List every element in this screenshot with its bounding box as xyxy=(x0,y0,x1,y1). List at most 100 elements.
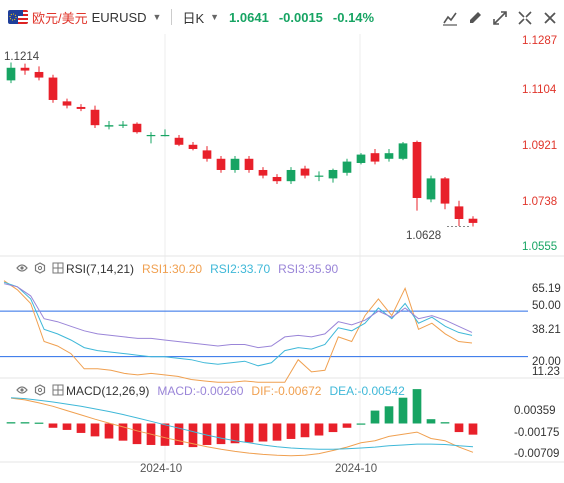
macd-bar xyxy=(398,397,408,424)
macd-tick: -0.00709 xyxy=(514,448,560,460)
candle-body xyxy=(62,101,72,106)
candle-body xyxy=(244,158,254,170)
candle-body xyxy=(300,168,310,176)
candle-body xyxy=(90,109,100,126)
dea-value: DEA:-0.00542 xyxy=(329,384,405,398)
symbol-dropdown-icon[interactable]: ▼ xyxy=(152,12,162,22)
rsi-line-1 xyxy=(3,280,473,383)
candle-body xyxy=(412,141,422,198)
candle-body xyxy=(6,67,16,81)
rsi1-value: RSI1:30.20 xyxy=(142,262,203,276)
price-change: -0.0015 xyxy=(278,9,323,25)
macd-bar xyxy=(300,423,310,438)
rsi2-value: RSI2:33.70 xyxy=(210,262,271,276)
candle-body xyxy=(132,123,142,133)
x-axis-label: 2024-10 xyxy=(335,463,378,475)
candle-body xyxy=(454,206,464,219)
candle-body xyxy=(398,143,408,159)
macd-bar xyxy=(216,423,226,445)
macd-bar xyxy=(104,423,114,439)
close-icon[interactable] xyxy=(541,10,559,28)
macd-bar xyxy=(62,423,72,430)
candle-body xyxy=(48,77,58,100)
price-tick: 1.0738 xyxy=(522,196,558,208)
macd-bar xyxy=(76,423,86,433)
rsi-tick: 50.00 xyxy=(532,300,561,312)
eye-icon[interactable] xyxy=(16,384,28,399)
macd-bar xyxy=(384,406,394,424)
macd-bar xyxy=(258,423,268,442)
rsi-line-3 xyxy=(3,283,473,349)
draw-icon[interactable] xyxy=(466,10,484,28)
macd-tick: -0.00175 xyxy=(514,427,560,439)
macd-bar xyxy=(34,422,44,424)
macd-bar xyxy=(6,422,16,424)
macd-bar xyxy=(48,423,58,428)
macd-bar xyxy=(440,422,450,424)
macd-bar xyxy=(132,423,142,445)
candle-body xyxy=(34,71,44,78)
macd-bar xyxy=(426,419,436,424)
indicator-list-icon[interactable] xyxy=(52,384,64,399)
macd-bar xyxy=(230,423,240,444)
timeframe-dropdown-icon[interactable]: ▼ xyxy=(210,12,220,22)
rsi-tick: 38.21 xyxy=(532,324,561,336)
symbol-code[interactable]: EURUSD xyxy=(91,9,147,25)
macd-bar xyxy=(454,423,464,433)
indicator-list-icon[interactable] xyxy=(52,262,64,277)
rsi-tick: 11.23 xyxy=(532,366,560,378)
eye-icon[interactable] xyxy=(16,262,28,277)
macd-bar xyxy=(412,389,422,424)
rsi-name[interactable]: RSI(7,14,21) xyxy=(66,262,135,276)
dif-line xyxy=(10,397,474,457)
macd-bar xyxy=(174,423,184,445)
macd-bar xyxy=(202,423,212,445)
candle-body xyxy=(356,154,366,163)
macd-bar xyxy=(370,410,380,424)
candle-body xyxy=(314,175,324,177)
candle-body xyxy=(202,150,212,159)
chart-line-icon[interactable] xyxy=(441,10,459,28)
macd-bar xyxy=(328,423,338,433)
rsi-tick: 20.00 xyxy=(532,356,561,368)
symbol-name[interactable]: 欧元/美元 xyxy=(32,10,88,26)
candle-body xyxy=(258,169,268,176)
fullscreen-icon[interactable] xyxy=(516,10,534,28)
candle-body xyxy=(342,161,352,173)
high-price-label: 1.1214 xyxy=(4,51,40,63)
macd-bar xyxy=(118,423,128,441)
macd-header: MACD(12,26,9) MACD:-0.00260 DIF:-0.00672… xyxy=(16,382,405,400)
price-tick: 1.0555 xyxy=(522,241,558,253)
eu-us-flag-icon xyxy=(8,10,28,24)
macd-bar xyxy=(342,423,352,428)
macd-value: MACD:-0.00260 xyxy=(157,384,244,398)
candle-body xyxy=(370,153,380,162)
price-tick: 1.1104 xyxy=(522,84,557,96)
candle-body xyxy=(118,124,128,126)
candle-body xyxy=(188,144,198,149)
expand-icon[interactable] xyxy=(491,10,509,28)
timeframe-selector[interactable]: 日K xyxy=(182,10,205,26)
candle-body xyxy=(146,134,156,137)
candle-body xyxy=(286,169,296,182)
candle-body xyxy=(426,178,436,200)
current-price: 1.0641 xyxy=(229,9,269,25)
candle-body xyxy=(174,137,184,145)
candle-body xyxy=(272,176,282,182)
settings-icon[interactable] xyxy=(34,383,46,399)
dif-value: DIF:-0.00672 xyxy=(251,384,322,398)
candle-body xyxy=(160,134,170,137)
macd-bar xyxy=(468,423,478,435)
macd-tick: 0.00359 xyxy=(514,405,556,417)
settings-icon[interactable] xyxy=(34,261,46,277)
price-tick: 1.1287 xyxy=(522,35,558,47)
macd-name[interactable]: MACD(12,26,9) xyxy=(66,384,150,398)
macd-bar xyxy=(272,423,282,441)
rsi-tick: 65.19 xyxy=(532,283,561,295)
rsi3-value: RSI3:35.90 xyxy=(278,262,339,276)
dea-line xyxy=(10,397,474,450)
low-price-label: 1.0628 xyxy=(406,230,442,242)
candle-body xyxy=(328,169,338,179)
candle-body xyxy=(230,158,240,170)
